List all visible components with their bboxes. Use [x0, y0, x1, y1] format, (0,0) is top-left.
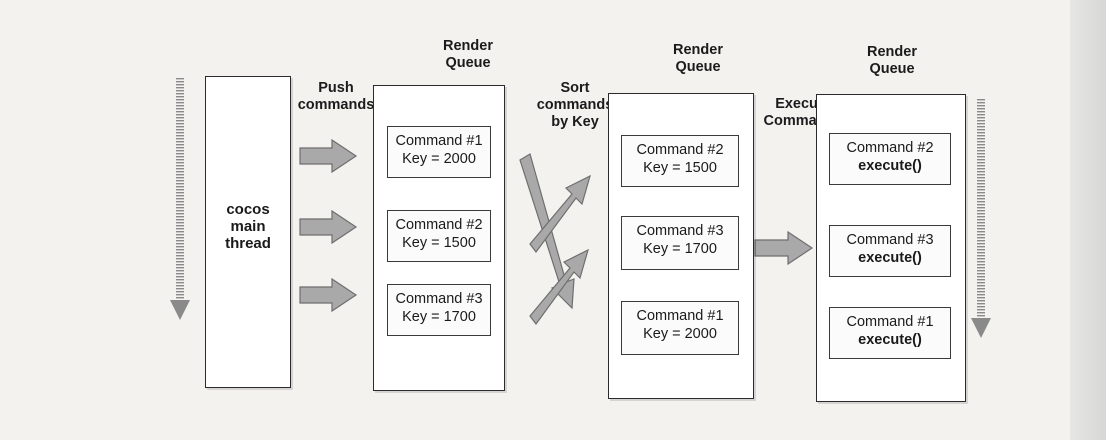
queue-3-command-2: Command #3 execute()	[829, 225, 951, 277]
render-queue-1: Command #1 Key = 2000 Command #2 Key = 1…	[373, 85, 505, 391]
sort-arrow-up-1	[529, 174, 591, 254]
queue-1-command-3: Command #3 Key = 1700	[387, 284, 491, 336]
main-thread-label: cocos main thread	[225, 201, 271, 252]
queue-2-title: Render Queue	[673, 42, 723, 75]
render-queue-3: Command #2 execute() Command #3 execute(…	[816, 94, 966, 402]
queue-2-command-2: Command #3 Key = 1700	[621, 216, 739, 270]
render-queue-2: Command #2 Key = 1500 Command #3 Key = 1…	[608, 93, 754, 399]
timeline-arrow-left	[170, 78, 190, 320]
push-arrow-3	[299, 277, 358, 313]
page-edge	[1070, 0, 1106, 440]
queue-2-command-3: Command #1 Key = 2000	[621, 301, 739, 355]
sort-commands-label: Sort commands by Key	[536, 80, 614, 130]
push-arrow-1	[299, 138, 358, 174]
push-arrow-2	[299, 209, 358, 245]
queue-2-command-1: Command #2 Key = 1500	[621, 135, 739, 187]
queue-3-command-1: Command #2 execute()	[829, 133, 951, 185]
queue-1-command-2: Command #2 Key = 1500	[387, 210, 491, 262]
queue-1-title: Render Queue	[443, 38, 493, 71]
sort-arrow-up-2	[529, 248, 589, 326]
queue-3-title: Render Queue	[867, 44, 917, 77]
main-thread-box: cocos main thread	[205, 76, 291, 388]
queue-3-command-3: Command #1 execute()	[829, 307, 951, 359]
execute-arrow	[754, 230, 814, 266]
queue-1-command-1: Command #1 Key = 2000	[387, 126, 491, 178]
timeline-arrow-right	[971, 98, 991, 338]
push-commands-label: Push commands	[297, 80, 375, 113]
